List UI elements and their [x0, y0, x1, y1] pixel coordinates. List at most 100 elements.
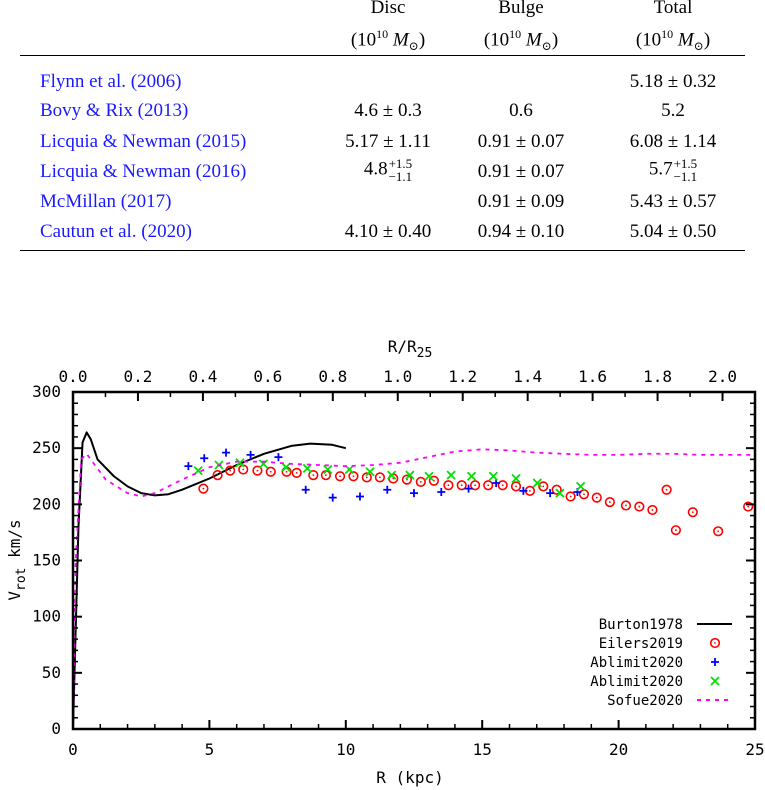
eilers2019-circle-point: [361, 472, 372, 483]
disc-mass-value: 4.10 ± 0.40: [344, 221, 432, 242]
y-tick-label: 0: [51, 719, 61, 738]
eilers2019-circle-point-dot: [433, 479, 435, 482]
eilers2019-circle-point-dot: [202, 487, 205, 490]
eilers2019-circle-point-dot: [747, 505, 750, 508]
eilers2019-circle-point-dot: [625, 504, 627, 507]
y-tick-label: 50: [42, 663, 61, 682]
column-unit: (1010 M⊙): [350, 27, 426, 54]
eilers2019-circle-point-dot: [583, 493, 585, 496]
ablimit2020-cross-point: [466, 471, 477, 481]
eilers2019-circle-point: [348, 471, 359, 482]
x-tick-label: 10: [336, 740, 355, 759]
legend-label: Eilers2019: [599, 636, 683, 652]
eilers2019-circle-point-dot: [419, 480, 422, 483]
ablimit2020-plus-point: [546, 489, 555, 498]
disc-mass-value: 4.6 ± 0.3: [354, 100, 422, 121]
ablimit2020-cross-point: [323, 464, 333, 475]
legend-sample-plus: [711, 658, 719, 666]
x2-tick-label: 0.8: [318, 367, 347, 386]
eilers2019-circle-point: [265, 466, 276, 477]
legend-label: Ablimit2020: [590, 655, 683, 671]
reference-link[interactable]: Cautun et al. (2020): [40, 221, 192, 242]
eilers2019-circle-point-dot: [256, 469, 259, 472]
ablimit2020-cross-point: [365, 467, 375, 477]
ablimit2020-cross-point: [302, 463, 312, 474]
legend-sample-circle-dot: [714, 642, 716, 644]
eilers2019-circle-point: [670, 525, 681, 536]
ablimit2020-plus-point: [328, 493, 337, 502]
eilers2019-circle-point-dot: [285, 470, 288, 473]
eilers2019-circle-point-dot: [365, 476, 368, 479]
eilers2019-circle-point-dot: [229, 469, 232, 472]
x2-tick-label: 1.0: [383, 367, 412, 386]
eilers2019-circle-point-dot: [324, 474, 327, 477]
ablimit2020-plus-point: [410, 489, 418, 498]
eilers2019-circle-point-dot: [312, 474, 315, 477]
legend-sample-cross: [710, 676, 720, 686]
eilers2019-circle-point-dot: [717, 530, 720, 533]
reference-link[interactable]: Licquia & Newman (2016): [40, 161, 247, 182]
total-mass-value: 6.08 ± 1.14: [629, 131, 717, 152]
eilers2019-circle-point: [291, 467, 302, 478]
burton1978-line-curve: [73, 431, 347, 729]
x2-tick-label: 1.8: [643, 367, 672, 386]
eilers2019-circle-point-dot: [542, 485, 545, 488]
legend-sample-circle: [709, 637, 721, 649]
bulge-mass-value: 0.91 ± 0.07: [477, 161, 565, 182]
ablimit2020-cross-point: [235, 458, 245, 468]
eilers2019-circle-point: [620, 500, 632, 511]
eilers2019-circle-point: [687, 507, 698, 518]
x-tick-label: 5: [205, 740, 215, 759]
eilers2019-circle-point: [252, 465, 263, 476]
mass-table: Disc (1010 M⊙) Bulge (1010 M⊙) Total (1010 M⊙…: [0, 0, 765, 260]
eilers2019-circle-point-dot: [501, 484, 504, 487]
eilers2019-circle-point: [225, 465, 236, 476]
eilers2019-circle-point: [415, 476, 426, 487]
eilers2019-circle-point: [470, 480, 481, 491]
x2-tick-label: 1.2: [448, 367, 477, 386]
sofue2020-dashed-curve: [73, 448, 755, 729]
eilers2019-circle-point: [308, 470, 319, 481]
ablimit2020-plus-point: [519, 486, 528, 495]
column-header-bulge: Bulge: [498, 0, 544, 18]
eilers2019-circle-point-dot: [447, 484, 450, 487]
ablimit2020-cross-point: [386, 470, 397, 480]
column-unit: (1010 M⊙): [635, 27, 711, 54]
eilers2019-circle-point-dot: [295, 471, 298, 474]
eilers2019-circle-point-dot: [487, 484, 490, 487]
eilers2019-circle-point-dot: [665, 488, 668, 491]
ablimit2020-cross-point: [488, 471, 499, 481]
ablimit2020-cross-point: [281, 462, 291, 472]
x2-tick-label: 0.0: [59, 367, 88, 386]
bulge-mass-value: 0.94 ± 0.10: [477, 221, 565, 242]
reference-link[interactable]: Flynn et al. (2006): [40, 71, 182, 92]
eilers2019-circle-point: [428, 475, 440, 486]
eilers2019-circle-point-dot: [608, 501, 611, 503]
ablimit2020-cross-point: [405, 470, 415, 480]
y-tick-label: 100: [32, 607, 61, 626]
eilers2019-circle-point-dot: [651, 509, 654, 511]
reference-link[interactable]: McMillan (2017): [40, 191, 172, 212]
x-tick-label: 0: [68, 740, 78, 759]
ablimit2020-plus-point: [184, 462, 193, 471]
ablimit2020-plus-point: [200, 454, 209, 463]
eilers2019-circle-point: [634, 501, 645, 512]
reference-link[interactable]: Bovy & Rix (2013): [40, 100, 189, 121]
eilers2019-circle-point-dot: [216, 474, 219, 477]
legend-label: Sofue2020: [607, 693, 683, 709]
ablimit2020-cross-point: [532, 478, 542, 488]
eilers2019-circle-point-dot: [595, 496, 598, 499]
reference-link[interactable]: Licquia & Newman (2015): [40, 131, 247, 152]
ablimit2020-plus-point: [437, 487, 446, 496]
x2-tick-label: 0.2: [123, 367, 152, 386]
eilers2019-circle-point: [212, 470, 223, 481]
eilers2019-circle-point: [551, 484, 562, 495]
bulge-mass-value: 0.91 ± 0.09: [477, 191, 565, 212]
eilers2019-circle-point: [510, 481, 522, 492]
ablimit2020-cross-point: [576, 481, 586, 491]
total-mass-value: 5.7 +1.5 −1.1: [648, 156, 698, 184]
bulge-mass-value: 0.6: [509, 100, 533, 121]
ablimit2020-plus-point: [355, 492, 364, 501]
x-tick-label: 15: [473, 740, 492, 759]
